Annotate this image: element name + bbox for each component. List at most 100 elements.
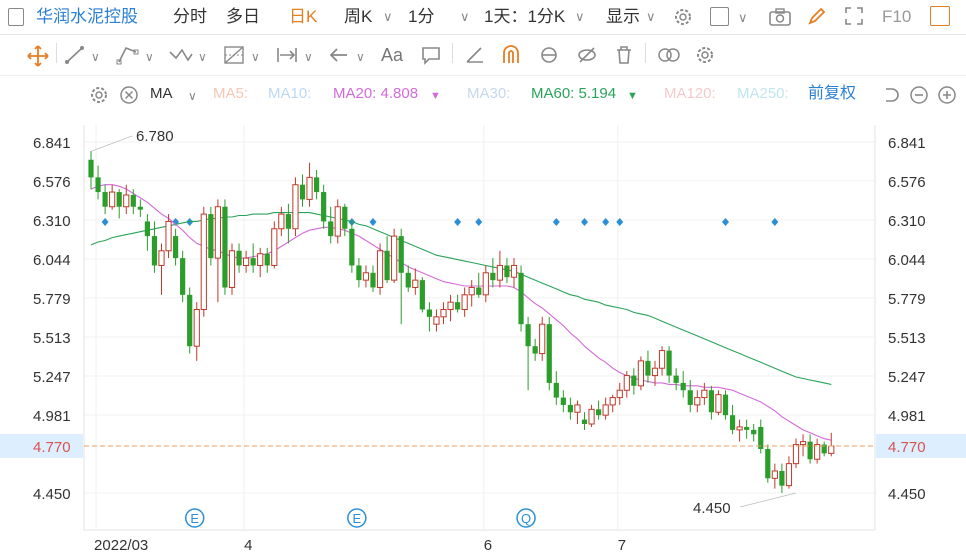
x-tick-label: 4 (244, 537, 252, 554)
ruler-tool-icon[interactable] (464, 44, 486, 66)
candle-up (243, 250, 250, 273)
f10-button[interactable]: F10 (882, 7, 912, 26)
candle-down (525, 316, 531, 391)
tab-period[interactable]: 1天：1分K (484, 7, 566, 26)
candle-up (771, 463, 778, 489)
current-price-bg-left (0, 434, 83, 459)
hide-icon[interactable] (576, 44, 598, 66)
display-menu[interactable]: 显示 (606, 7, 640, 26)
zoom-out-icon[interactable] (908, 84, 930, 106)
candle-down (144, 214, 150, 251)
candle-down (342, 203, 348, 237)
candle-up (609, 394, 616, 413)
candle-down (314, 170, 320, 200)
adjust-mode[interactable]: 前复权 (808, 85, 857, 102)
chevron-down-icon[interactable]: ∨ (188, 89, 197, 103)
sync-icon[interactable] (538, 44, 560, 66)
candle-up (412, 268, 419, 295)
candle-down (321, 184, 327, 229)
chevron-down-icon[interactable]: ∨ (646, 9, 656, 24)
chevron-down-icon[interactable]: ∨ (383, 9, 393, 24)
candlestick-chart[interactable]: 6.841 6.841 6.576 6.576 6.310 6.310 6.044 6.044… (0, 110, 966, 560)
chevron-down-icon[interactable]: ∨ (356, 50, 365, 64)
event-dot-marker (581, 218, 588, 226)
candle-up (623, 371, 630, 398)
chevron-down-icon[interactable]: ∨ (575, 9, 585, 24)
ma250-label: MA250: (737, 85, 789, 102)
candle-up (123, 184, 130, 215)
chevron-down-icon[interactable]: ∨ (304, 50, 313, 64)
fullscreen-icon[interactable] (843, 5, 865, 27)
y-tick-label-left: 5.247 (33, 369, 71, 386)
chevron-down-icon[interactable]: ∨ (198, 50, 207, 64)
pencil-icon[interactable] (806, 5, 828, 27)
measure-tool-icon[interactable] (275, 45, 299, 65)
trash-icon[interactable] (613, 44, 635, 66)
stock-name[interactable]: 华润水泥控股 (36, 7, 138, 26)
candle-down (130, 189, 136, 215)
candle-down (504, 258, 510, 284)
line-tool-icon[interactable] (64, 44, 86, 66)
tab-intraday[interactable]: 分时 (173, 7, 207, 26)
tab-multiday[interactable]: 多日 (226, 7, 260, 26)
chevron-down-icon[interactable]: ∨ (251, 50, 260, 64)
candle-down (560, 390, 566, 413)
undo-icon[interactable] (880, 84, 902, 106)
ma60-label: MA60: 5.194 (531, 85, 617, 102)
compare-icon[interactable] (656, 44, 682, 66)
candle-up (701, 382, 708, 405)
candle-up (200, 206, 207, 317)
panel-toggle-icon[interactable] (8, 8, 24, 26)
candle-up (214, 199, 222, 303)
candle-up (539, 316, 546, 361)
candle-up (461, 287, 468, 317)
candle-up (715, 390, 722, 416)
text-tool[interactable]: Aa (381, 45, 404, 65)
tab-daily-k[interactable]: 日K (289, 7, 318, 26)
gear-icon[interactable] (672, 6, 694, 28)
candle-up (482, 265, 489, 303)
chevron-down-icon[interactable]: ∨ (738, 10, 748, 25)
checkbox-icon[interactable] (710, 7, 729, 26)
settings-icon[interactable] (694, 44, 716, 66)
candle-down (821, 441, 827, 457)
tab-1min[interactable]: 1分 (408, 7, 435, 26)
top-bar: 华润水泥控股 分时 多日 日K 周K ∨ 1分 ∨ 1天：1分K ∨ 显示 ∨ … (0, 0, 966, 35)
candle-up (292, 177, 299, 237)
candle-down (173, 228, 179, 266)
candle-up (271, 221, 278, 269)
event-dot-marker (722, 218, 729, 226)
candle-up (447, 294, 454, 322)
drawing-toolbar: ∨ ∨ ∨ ∨ ∨ ∨ Aa (0, 35, 966, 76)
camera-icon[interactable] (768, 6, 792, 28)
zoom-in-icon[interactable] (936, 84, 958, 106)
candle-down (328, 206, 334, 244)
indicator-settings-icon[interactable] (88, 84, 110, 106)
candle-down (426, 302, 432, 332)
wave-tool-icon[interactable] (168, 44, 194, 66)
candle-down (546, 316, 552, 391)
magnet-icon[interactable] (500, 43, 522, 67)
chevron-down-icon[interactable]: ∨ (145, 50, 154, 64)
channel-tool-icon[interactable] (116, 44, 140, 66)
side-panel-icon[interactable] (930, 6, 950, 26)
fibonacci-tool-icon[interactable] (222, 44, 246, 66)
y-tick-label-right: 4.450 (888, 486, 926, 503)
comment-tool-icon[interactable] (420, 44, 442, 66)
arrow-tool-icon[interactable] (328, 45, 350, 65)
event-dot-marker (101, 218, 109, 226)
event-marker-icon (184, 508, 205, 528)
tab-weekly-k[interactable]: 周K (344, 7, 373, 26)
indicator-name[interactable]: MA (150, 85, 173, 102)
y-tick-label-right: 6.310 (888, 213, 926, 230)
candle-down (151, 221, 158, 273)
y-tick-label-left: 5.513 (33, 330, 71, 347)
candle-up (306, 162, 313, 207)
chevron-down-icon[interactable]: ∨ (91, 50, 100, 64)
chevron-down-icon[interactable]: ∨ (460, 9, 470, 24)
move-icon[interactable] (26, 44, 50, 68)
event-dot-marker (369, 218, 377, 226)
candle-down (419, 277, 425, 313)
close-indicator-icon[interactable] (118, 84, 140, 106)
candle-up (658, 346, 666, 376)
